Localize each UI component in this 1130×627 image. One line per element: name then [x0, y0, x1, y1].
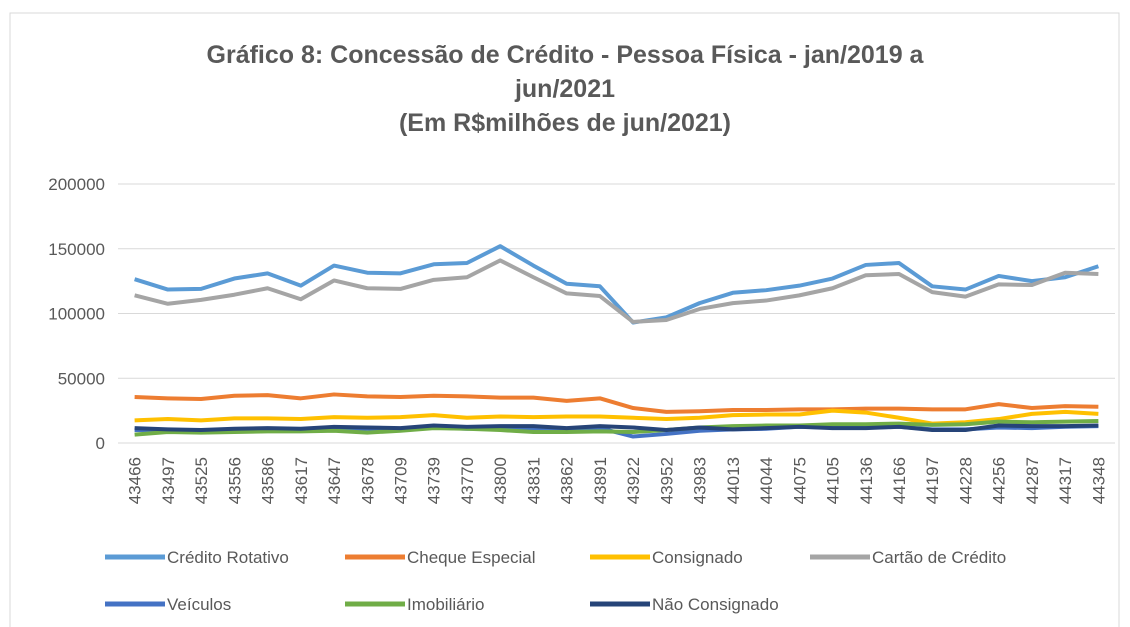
x-tick-label: 44348	[1089, 457, 1108, 504]
legend-label: Cheque Especial	[407, 548, 536, 567]
x-tick-label: 44256	[990, 457, 1009, 504]
x-tick-label: 43862	[558, 457, 577, 504]
x-tick-label: 43739	[425, 457, 444, 504]
x-tick-label: 43922	[624, 457, 643, 504]
legend-label: Crédito Rotativo	[167, 548, 289, 567]
x-tick-label: 43525	[192, 457, 211, 504]
y-tick-label: 50000	[58, 369, 105, 388]
x-tick-label: 43617	[292, 457, 311, 504]
x-tick-label: 44287	[1023, 457, 1042, 504]
series-line	[134, 408, 1099, 426]
x-tick-label: 44075	[790, 457, 809, 504]
x-tick-label: 43586	[259, 457, 278, 504]
x-tick-label: 43678	[358, 457, 377, 504]
x-tick-label: 44044	[757, 457, 776, 504]
x-tick-label: 43983	[691, 457, 710, 504]
legend-label: Não Consignado	[652, 595, 779, 614]
x-tick-label: 44228	[956, 457, 975, 504]
legend-label: Consignado	[652, 548, 743, 567]
legend-label: Veículos	[167, 595, 231, 614]
x-tick-label: 44197	[923, 457, 942, 504]
series-line	[134, 392, 1099, 414]
y-tick-label: 0	[96, 434, 105, 453]
legend-label: Imobiliário	[407, 595, 484, 614]
y-tick-label: 200000	[48, 175, 105, 194]
chart-frame	[9, 12, 1120, 627]
x-tick-label: 43800	[491, 457, 510, 504]
chart-title: Gráfico 8: Concessão de Crédito - Pessoa…	[206, 41, 924, 103]
x-tick-label: 43770	[458, 457, 477, 504]
y-tick-label: 100000	[48, 305, 105, 324]
x-tick-label: 43466	[126, 457, 145, 504]
series-line	[134, 258, 1099, 324]
x-tick-label: 43891	[591, 457, 610, 504]
x-tick-label: 43709	[391, 457, 410, 504]
y-tick-label: 150000	[48, 240, 105, 259]
series-line	[134, 244, 1100, 325]
x-tick-label: 44136	[857, 457, 876, 504]
x-tick-label: 43831	[524, 457, 543, 504]
series-line	[134, 418, 1099, 437]
legend-label: Cartão de Crédito	[872, 548, 1006, 567]
x-tick-label: 43497	[159, 457, 178, 504]
chart-subtitle: (Em R$milhões de jun/2021)	[398, 109, 732, 137]
series-line	[134, 423, 1099, 433]
x-tick-label: 44166	[890, 457, 909, 504]
x-tick-label: 43556	[225, 457, 244, 504]
x-tick-label: 44317	[1056, 457, 1075, 504]
x-tick-label: 43952	[657, 457, 676, 504]
x-tick-label: 44013	[724, 457, 743, 504]
x-tick-label: 43647	[325, 457, 344, 504]
x-tick-label: 44105	[824, 457, 843, 504]
